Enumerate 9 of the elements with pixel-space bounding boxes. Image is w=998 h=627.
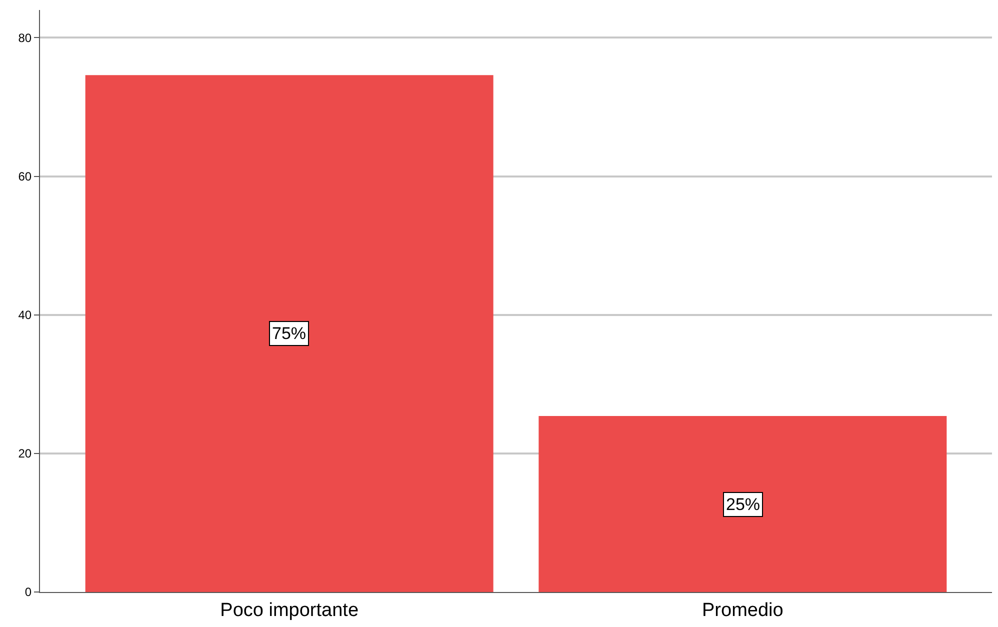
data-label: 25% [726, 495, 760, 514]
y-tick-label: 40 [18, 308, 32, 322]
y-tick-label: 80 [18, 30, 32, 45]
y-tick-label: 20 [18, 446, 32, 461]
x-tick-label: Poco importante [220, 600, 359, 621]
y-tick-label: 0 [24, 585, 32, 600]
x-tick-label: Promedio [702, 600, 784, 621]
y-tick-label: 60 [18, 169, 32, 184]
data-label: 75% [272, 324, 306, 343]
